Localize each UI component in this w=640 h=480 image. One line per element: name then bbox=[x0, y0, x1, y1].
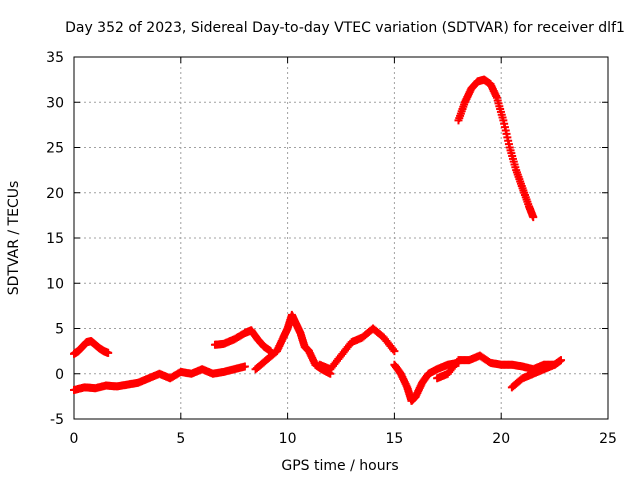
y-tick-label: 20 bbox=[46, 186, 64, 202]
data-point-interp bbox=[389, 345, 398, 354]
x-tick-label: 10 bbox=[279, 431, 297, 447]
data-point-interp bbox=[517, 181, 526, 190]
y-tick-label: -5 bbox=[50, 412, 64, 428]
data-point-interp bbox=[556, 356, 565, 365]
data-point-interp bbox=[259, 358, 268, 367]
data-point-interp bbox=[511, 163, 520, 172]
data-point-interp bbox=[498, 113, 507, 122]
y-tick-label: 30 bbox=[46, 95, 64, 111]
x-tick-label: 25 bbox=[599, 431, 617, 447]
y-tick-label: 0 bbox=[55, 367, 64, 383]
data-point-interp bbox=[460, 100, 469, 109]
series-arc-late bbox=[507, 356, 566, 392]
data-point-interp bbox=[239, 362, 248, 371]
y-axis-title: SDTVAR / TECUs bbox=[6, 181, 22, 296]
x-tick-label: 5 bbox=[176, 431, 185, 447]
x-axis-ticks: 0 5 10 15 20 25 bbox=[70, 57, 617, 447]
data-point-interp bbox=[528, 211, 537, 220]
series-arc-early bbox=[70, 337, 113, 358]
y-tick-label: 25 bbox=[46, 141, 64, 157]
y-tick-label: 35 bbox=[46, 50, 64, 66]
y-tick-label: 10 bbox=[46, 276, 64, 292]
series-arc-high bbox=[454, 75, 538, 222]
x-tick-label: 20 bbox=[492, 431, 510, 447]
series-arc-afternoon bbox=[315, 324, 399, 374]
y-tick-label: 15 bbox=[46, 231, 64, 247]
series-arc-baseline-a bbox=[70, 362, 249, 395]
chart-title: Day 352 of 2023, Sidereal Day-to-day VTE… bbox=[65, 20, 625, 36]
data-point-interp bbox=[515, 376, 524, 385]
y-tick-label: 5 bbox=[55, 322, 64, 338]
x-tick-label: 15 bbox=[385, 431, 403, 447]
data-point-interp bbox=[103, 348, 112, 357]
x-tick-label: 0 bbox=[70, 431, 79, 447]
data-point-interp bbox=[492, 92, 501, 101]
series-arc-mid bbox=[210, 326, 275, 356]
x-axis-title: GPS time / hours bbox=[281, 458, 398, 474]
data-point-interp bbox=[504, 140, 513, 149]
data-point-interp bbox=[377, 331, 386, 340]
y-axis-ticks: -5 0 5 10 15 20 25 30 35 bbox=[46, 50, 608, 428]
data-points bbox=[70, 75, 566, 405]
grid-lines bbox=[74, 57, 608, 419]
